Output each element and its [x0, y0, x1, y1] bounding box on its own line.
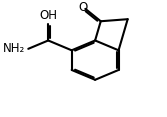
Text: OH: OH [39, 9, 57, 22]
Text: NH₂: NH₂ [3, 42, 25, 55]
Text: O: O [78, 2, 87, 15]
